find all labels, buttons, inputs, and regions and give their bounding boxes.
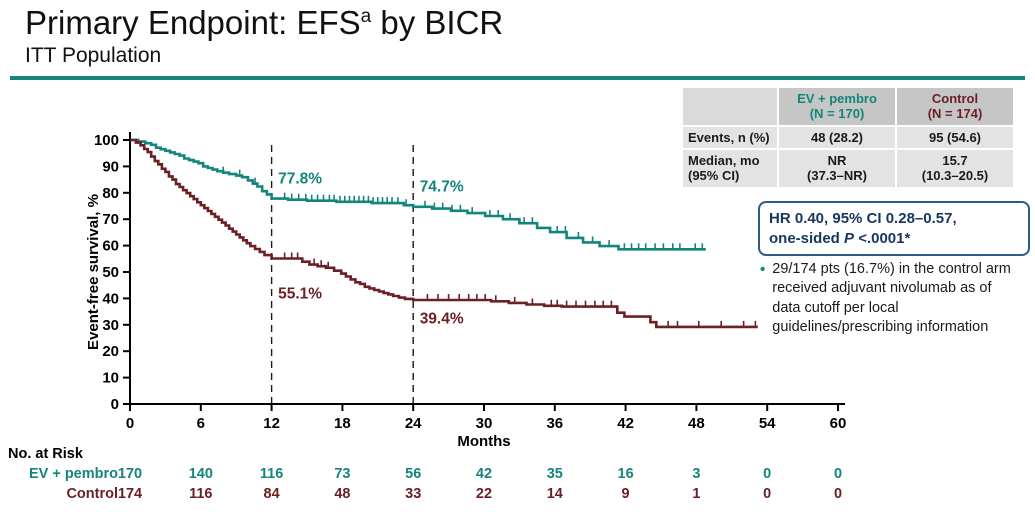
risk-count: 9: [622, 486, 630, 502]
events-ev-value: 48 (28.2): [777, 124, 897, 150]
risk-count: 33: [405, 486, 421, 502]
subtitle: ITT Population: [25, 44, 162, 67]
ev-pembro-label: EV + pembro: [797, 91, 877, 106]
x-tick-label: 36: [546, 415, 563, 432]
median-ev-value: NR (37.3–NR): [777, 147, 897, 189]
y-tick-label: 50: [102, 264, 119, 281]
title-superscript: a: [360, 6, 372, 27]
x-axis-label: Months: [457, 433, 510, 450]
risk-count: 0: [763, 466, 771, 482]
km-curve: [130, 138, 758, 329]
median-control-value: 15.7 (10.3–20.5): [895, 147, 1015, 189]
risk-count: 116: [260, 466, 283, 482]
x-tick-label: 48: [688, 415, 705, 432]
survival-rate-annotation: 77.8%: [278, 171, 322, 188]
risk-count: 1: [692, 486, 700, 502]
summary-table: EV + pembro (N = 170) Control (N = 174) Ev…: [681, 86, 1015, 189]
control-label: Control: [931, 91, 979, 106]
y-axis-label: Event-free survival, %: [85, 194, 102, 350]
divider-rule: [10, 76, 1025, 80]
risk-count: 116: [189, 486, 212, 502]
median-row-label: Median, mo (95% CI): [681, 147, 779, 189]
risk-count: 73: [334, 466, 350, 482]
summary-corner-cell: [681, 86, 779, 127]
risk-count: 48: [334, 486, 350, 502]
hazard-ratio-box: HR 0.40, 95% CI 0.28–0.57, one-sided P <…: [758, 201, 1030, 256]
axes: 0 10 20 30 40 50 60 70 80 90 100 0 6 12 18 24 30 36 42 48 54…: [85, 132, 846, 450]
risk-count: 0: [834, 466, 842, 482]
risk-count: 140: [189, 466, 213, 482]
risk-row-label: EV + pembro: [29, 466, 118, 482]
x-tick-label: 6: [197, 415, 205, 432]
x-tick-label: 12: [263, 415, 280, 432]
y-tick-label: 10: [102, 370, 119, 387]
y-tick-label: 40: [102, 290, 119, 307]
x-tick-label: 24: [405, 415, 422, 432]
survival-rate-annotation: 39.4%: [420, 311, 464, 328]
survival-rate-annotation: 74.7%: [420, 179, 464, 196]
x-tick-label: 30: [476, 415, 493, 432]
risk-count: 84: [264, 486, 280, 502]
y-tick-label: 70: [102, 211, 119, 228]
risk-count: 35: [547, 466, 563, 482]
y-tick-label: 80: [102, 185, 119, 202]
risk-table-title: No. at Risk: [8, 446, 84, 462]
risk-count: 0: [763, 486, 771, 502]
events-control-value: 95 (54.6): [895, 124, 1015, 150]
header: Primary Endpoint: EFSa by BICR ITT Popul…: [25, 4, 503, 68]
km-annotations: 77.8% 74.7% 55.1% 39.4%: [278, 171, 464, 328]
y-tick-label: 100: [94, 132, 119, 149]
risk-row-label: Control: [66, 486, 118, 502]
y-tick-label: 20: [102, 343, 119, 360]
page-title: Primary Endpoint: EFSa by BICR: [25, 4, 503, 42]
hr-line1: HR 0.40, 95% CI 0.28–0.57,: [769, 210, 957, 227]
y-tick-label: 90: [102, 158, 119, 175]
x-tick-label: 18: [334, 415, 351, 432]
risk-count: 170: [118, 466, 142, 482]
control-arm-note: • 29/174 pts (16.7%) in the control arm …: [760, 260, 1012, 337]
x-tick-label: 54: [759, 415, 776, 432]
y-tick-label: 60: [102, 238, 119, 255]
km-curve: [130, 138, 706, 251]
risk-count: 56: [405, 466, 421, 482]
summary-header-control: Control (N = 174): [895, 86, 1015, 127]
risk-count: 3: [692, 466, 700, 482]
summary-header-ev-pembro: EV + pembro (N = 170): [777, 86, 897, 127]
events-row-label: Events, n (%): [681, 124, 779, 150]
ev-pembro-n: (N = 170): [809, 106, 865, 122]
risk-count: 22: [476, 486, 492, 502]
risk-count: 14: [547, 486, 563, 502]
summary-median-row: Median, mo (95% CI) NR (37.3–NR) 15.7 (10.3…: [681, 147, 1015, 189]
x-tick-label: 42: [617, 415, 634, 432]
note-text: 29/174 pts (16.7%) in the control arm re…: [772, 261, 1011, 335]
risk-count: 0: [834, 486, 842, 502]
risk-count: 174: [118, 486, 142, 502]
summary-header-row: EV + pembro (N = 170) Control (N = 174): [681, 86, 1015, 127]
risk-count: 42: [476, 466, 492, 482]
series-control: [130, 138, 758, 329]
dashed-reference-lines: [270, 141, 414, 404]
bullet-icon: •: [760, 261, 766, 278]
survival-rate-annotation: 55.1%: [278, 285, 322, 302]
risk-count: 16: [618, 466, 634, 482]
x-tick-label: 60: [830, 415, 847, 432]
summary-events-row: Events, n (%) 48 (28.2) 95 (54.6): [681, 124, 1015, 150]
control-n: (N = 174): [927, 106, 983, 122]
y-tick-label: 0: [111, 396, 119, 413]
title-main: Primary Endpoint: EFS: [25, 4, 361, 41]
x-tick-label: 0: [126, 415, 134, 432]
title-rest: by BICR: [371, 4, 504, 41]
series-ev-pembro: [130, 138, 706, 251]
hr-line2: one-sided P <.0001*: [769, 229, 911, 247]
y-tick-label: 30: [102, 317, 119, 334]
